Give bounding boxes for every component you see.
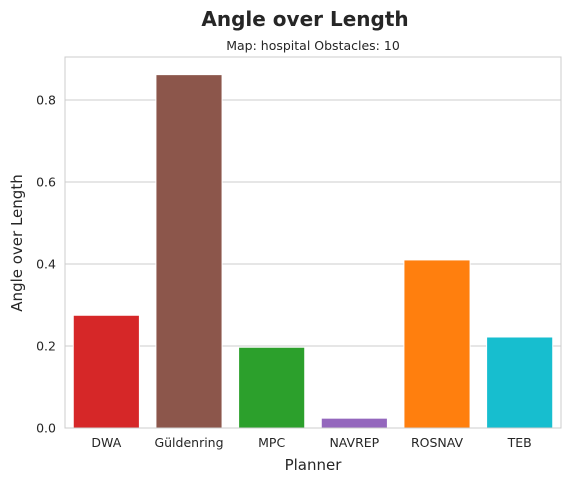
y-tick-labels: 0.0 0.2 0.4 0.6 0.8 — [36, 93, 56, 436]
bar-navrep — [320, 417, 388, 429]
y-tick-label: 0.8 — [36, 93, 56, 108]
y-tick-label: 0.0 — [36, 421, 56, 436]
x-tick-labels: DWA Güldenring MPC NAVREP ROSNAV TEB — [91, 435, 531, 450]
y-tick-label: 0.4 — [36, 257, 56, 272]
x-tick-label: MPC — [258, 435, 285, 450]
y-tick-label: 0.2 — [36, 339, 56, 354]
plot-frame — [64, 56, 562, 429]
y-tick-label: 0.6 — [36, 175, 56, 190]
x-tick-label: NAVREP — [329, 435, 379, 450]
chart-title: Angle over Length — [201, 7, 408, 31]
x-tick-label: Güldenring — [154, 435, 223, 450]
bar-rosnav — [403, 259, 471, 429]
bar-teb — [486, 336, 554, 429]
bar-dwa — [72, 314, 140, 429]
x-axis-label: Planner — [285, 456, 343, 474]
bar-güldenring — [155, 74, 223, 429]
bars — [72, 74, 554, 429]
x-tick-label: TEB — [507, 435, 532, 450]
chart-subtitle: Map: hospital Obstacles: 10 — [226, 38, 400, 53]
y-axis-label: Angle over Length — [8, 174, 26, 311]
x-tick-label: ROSNAV — [411, 435, 464, 450]
x-tick-label: DWA — [91, 435, 121, 450]
bar-mpc — [238, 346, 306, 429]
